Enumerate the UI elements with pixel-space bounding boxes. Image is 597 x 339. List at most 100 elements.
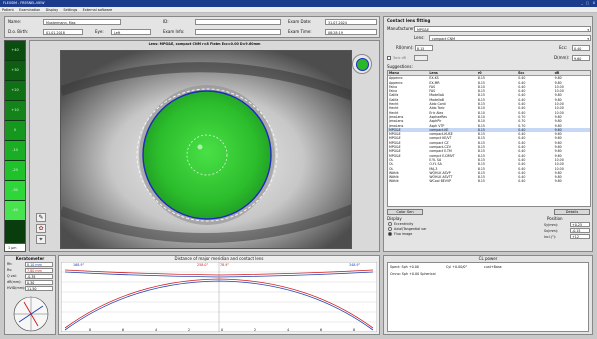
radio-axial-tangential[interactable]	[388, 227, 392, 231]
eye-field[interactable]: Left	[111, 29, 151, 35]
suggestions-body: Appenro EX-KS 8.15 0.40 9.80 Appenro EX-MR 8.15…	[388, 76, 590, 184]
suggestion-row[interactable]: OL O-YL SA 8.15 0.40 10.00	[388, 162, 590, 166]
x-tick-label: 6	[320, 328, 323, 332]
suggestion-row[interactable]: Wöhlk WÖHLK ASVP 8.15 0.40 9.80	[388, 171, 590, 175]
suggestion-cell: 10.00	[554, 102, 564, 107]
suggestion-row[interactable]: MPG&E compct E-DMVT 8.15 0.40 9.60	[388, 154, 590, 158]
suggestion-row[interactable]: JenaLens Asph VTP 8.15 0.70 9.80	[388, 124, 590, 128]
color-sen-button[interactable]: Color Sen	[387, 209, 423, 215]
keratometer-value: 11.50	[27, 287, 37, 291]
cl-power-box: Spect: Sph +0.00 Cyl +0.00/0° cust+Base …	[387, 262, 589, 332]
suggestion-row[interactable]: OL MA-3 8.15 0.40 10.00	[388, 167, 590, 171]
suggestion-cell: 0.40	[518, 93, 526, 98]
suggestion-row[interactable]: MPG&E compact CZ 8.15 0.40 9.60	[388, 141, 590, 145]
suggestion-cell: MPG&E	[389, 153, 401, 158]
exam-time-field[interactable]: 08:28:19	[325, 29, 377, 35]
col-dr[interactable]: dR	[553, 71, 590, 77]
suggestion-cell: Hecht	[389, 102, 399, 107]
suggestion-row[interactable]: MPG&E compct KE/VT 8.15 0.40 9.60	[388, 136, 590, 140]
suggestion-row[interactable]: MPG&E compact-KE 8.15 0.40 9.60	[388, 127, 590, 133]
suggestion-cell: compact E-TM	[429, 149, 452, 154]
menu-patient[interactable]: Patient	[2, 8, 14, 12]
menu-external-software[interactable]: External software	[82, 8, 113, 12]
col-ecc[interactable]: Ecc	[517, 71, 554, 77]
angle-label-center-right: 78.9°	[220, 263, 229, 267]
suggestion-cell: MPG&E	[389, 145, 401, 150]
exam-date-field[interactable]: 31.07.2024	[325, 19, 377, 25]
display-option-eccentricity: Eccentricity	[394, 222, 414, 226]
radio-eccentricity[interactable]	[388, 222, 392, 226]
suggestion-row[interactable]: Hecht Aldo Conti 8.15 0.40 10.00	[388, 102, 590, 106]
col-manu[interactable]: Manu	[388, 71, 429, 77]
color-tool-icon[interactable]: ✿	[36, 224, 46, 233]
suggestion-cell: Wöhlk	[389, 170, 399, 175]
suggestions-table[interactable]: Manu Lens r0 Ecc dR Appenro EX-KS 8.15 0.40…	[387, 70, 591, 207]
details-button[interactable]: Details	[554, 209, 590, 215]
suggestion-row[interactable]: JenaLens AsphPlr 8.10 0.70 9.80	[388, 119, 590, 123]
col-r0[interactable]: r0	[476, 71, 518, 77]
suggestion-row[interactable]: OL E-YL SA 8.15 0.40 10.00	[388, 158, 590, 162]
id-field[interactable]	[195, 19, 281, 25]
suggestion-cell: 9.80	[554, 76, 562, 81]
suggestion-row[interactable]: MPG&E compact-KUSE 8.15 0.40 9.60	[388, 132, 590, 136]
lens-select[interactable]: compact CNM ▾	[429, 35, 591, 41]
keratometer-value-field[interactable]: 8.10 mm	[25, 262, 53, 267]
keratometer-title: Keratometer	[15, 256, 45, 261]
suggestion-row[interactable]: Hecht Aldo Toric 8.10 0.40 10.00	[388, 106, 590, 110]
keratometer-value-field[interactable]: -0.35	[25, 274, 53, 279]
cl-power-title: CL power	[478, 256, 498, 261]
suggestion-row[interactable]: Galifa ModellaB 8.15 0.40 9.80	[388, 98, 590, 102]
dob-field[interactable]: 01.01.2018	[43, 29, 83, 35]
suggestion-cell: 0.40	[518, 76, 526, 81]
minimize-button[interactable]: _	[581, 1, 583, 5]
suggestion-cell: MA-3	[429, 166, 438, 171]
maximize-button[interactable]: □	[585, 1, 589, 5]
suggestion-row[interactable]: Galifa ModellaA 8.15 0.40 9.80	[388, 93, 590, 97]
keratometer-value-field[interactable]: 0.30	[25, 280, 53, 285]
suggestion-row[interactable]: MPG&E compact E-TM 8.15 0.40 9.60	[388, 149, 590, 153]
suggestion-cell: compact-KE	[429, 127, 449, 132]
suggestion-row[interactable]: Appenro EX-KS 8.15 0.40 9.80	[388, 76, 590, 81]
suggestion-row[interactable]: Falco FAS 8.15 0.40 10.00	[388, 89, 590, 93]
ecc-field[interactable]: 0.40	[572, 45, 590, 51]
toric-field[interactable]	[414, 55, 428, 61]
menu-settings[interactable]: Settings	[63, 8, 78, 12]
exam-info-field[interactable]	[195, 29, 281, 35]
sy-field[interactable]: +0.25	[570, 222, 590, 227]
sy-label: Sy(mm):	[544, 223, 559, 227]
toric-checkbox[interactable]	[387, 56, 391, 60]
suggestion-cell: 8.15	[477, 149, 485, 154]
suggestion-row[interactable]: Falco FAS 8.10 0.40 10.00	[388, 85, 590, 89]
lens-thumbnail[interactable]	[352, 54, 372, 74]
suggestion-row[interactable]: MPG&E compact-CZV 8.15 0.40 9.60	[388, 145, 590, 149]
angle-label-center-left: 258.0°	[197, 263, 209, 267]
suggestion-cell: 8.15	[477, 76, 485, 81]
scale-step: -20	[5, 161, 25, 181]
menu-examination[interactable]: Examination	[19, 8, 41, 12]
suggestion-cell: 0.40	[518, 102, 526, 107]
suggestion-row[interactable]: JenaLens AsphaeRes 8.10 0.70 9.80	[388, 115, 590, 119]
suggestion-row[interactable]: Appenro EX-MR 8.15 0.40 9.80	[388, 81, 590, 85]
diameter-field[interactable]: 9.60	[572, 55, 590, 61]
suggestion-row[interactable]: Hecht Eric Alex 8.10 0.40 10.00	[388, 111, 590, 115]
r0-field[interactable]: 8.15	[415, 45, 433, 51]
name-field[interactable]: Mustermann, Max	[43, 19, 121, 25]
pen-tool-icon[interactable]: ✎	[36, 213, 46, 222]
keratometer-value-field[interactable]: 7.80 mm	[25, 268, 53, 273]
suggestion-cell: 8.10	[477, 84, 485, 89]
suggestion-row[interactable]: Wöhlk WCool BEVVP 8.15 0.40 9.80	[388, 179, 590, 183]
col-lens[interactable]: Lens	[428, 71, 477, 77]
suggestion-cell: 8.15	[477, 102, 485, 107]
suggestion-cell: 8.15	[477, 175, 485, 180]
measure-tool-icon[interactable]: ⌖	[36, 235, 46, 244]
close-button[interactable]: X	[592, 1, 595, 5]
sx-field[interactable]: -0.15	[570, 228, 590, 233]
radio-fluo-image[interactable]	[388, 232, 392, 236]
menu-display[interactable]: Display	[45, 8, 59, 12]
manufacturer-select[interactable]: MPG&E ▾	[414, 26, 591, 32]
incl-field[interactable]: +12	[570, 234, 590, 239]
keratometer-value-field[interactable]: 11.50	[25, 286, 53, 291]
suggestion-cell: Galifa	[389, 97, 399, 102]
suggestions-label: Suggestions:	[387, 64, 413, 69]
suggestion-row[interactable]: Wöhlk WÖHLK ASVTT 8.15 0.40 9.80	[388, 175, 590, 179]
